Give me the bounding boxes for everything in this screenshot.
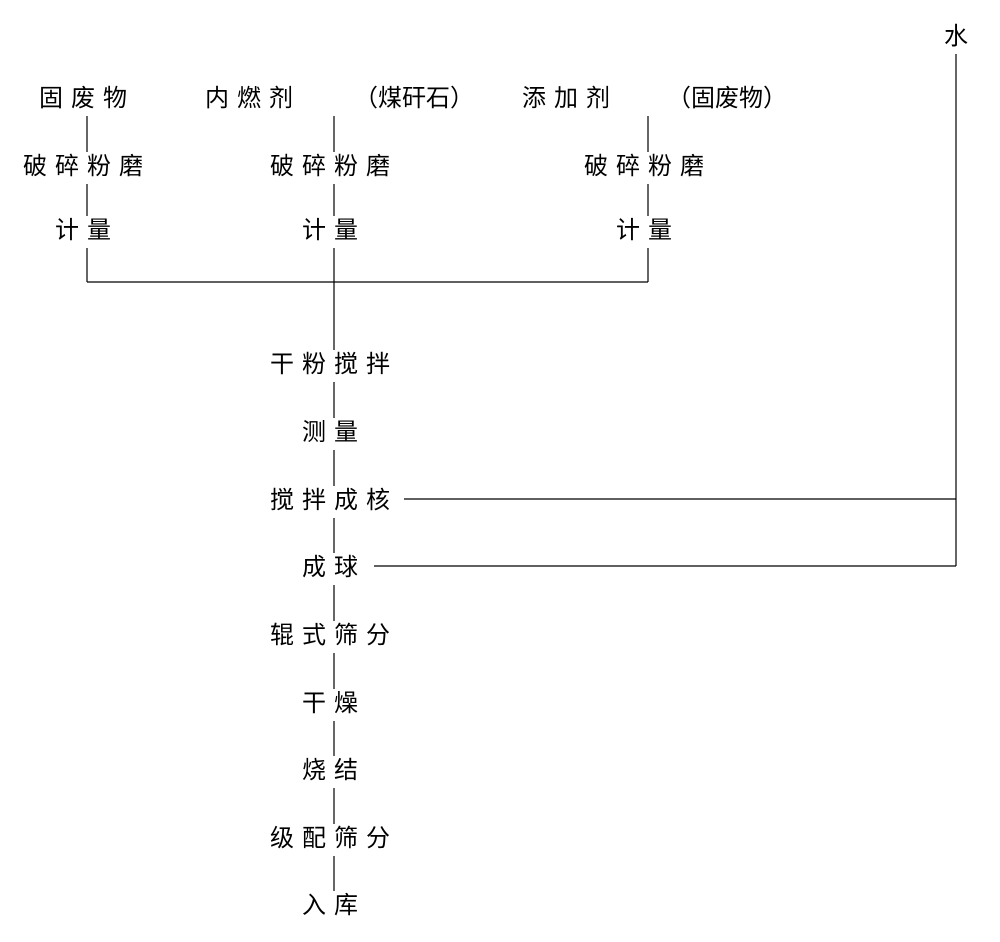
node-m3: 计量 — [616, 217, 680, 244]
node-s2: 测量 — [302, 419, 366, 446]
node-g2: 破碎粉磨 — [270, 153, 398, 180]
background — [0, 0, 1000, 942]
node-h1: 固废物 — [39, 85, 135, 112]
node-m1: 计量 — [55, 217, 119, 244]
node-h3_b: （固废物） — [667, 85, 787, 112]
node-s1: 干粉搅拌 — [270, 351, 398, 378]
node-g3: 破碎粉磨 — [584, 153, 712, 180]
node-water: 水 — [944, 23, 968, 50]
node-h2_a: 内燃剂 — [205, 85, 301, 112]
node-s4: 成球 — [302, 554, 366, 581]
node-s9: 入库 — [302, 892, 366, 919]
node-s8: 级配筛分 — [270, 825, 398, 852]
node-s7: 烧结 — [302, 757, 366, 784]
node-s6: 干燥 — [302, 690, 366, 717]
node-h3_a: 添加剂 — [522, 85, 618, 112]
node-s5: 辊式筛分 — [270, 622, 398, 649]
node-m2: 计量 — [302, 217, 366, 244]
flowchart-canvas: 水固废物 内燃剂 （煤矸石） 添加剂 （固废物） 破碎粉磨 破碎粉磨 破碎粉磨计量 计量 计量干粉… — [0, 0, 1000, 942]
node-g1: 破碎粉磨 — [23, 153, 151, 180]
node-s3: 搅拌成核 — [270, 487, 398, 514]
node-h2_b: （煤矸石） — [354, 85, 474, 112]
